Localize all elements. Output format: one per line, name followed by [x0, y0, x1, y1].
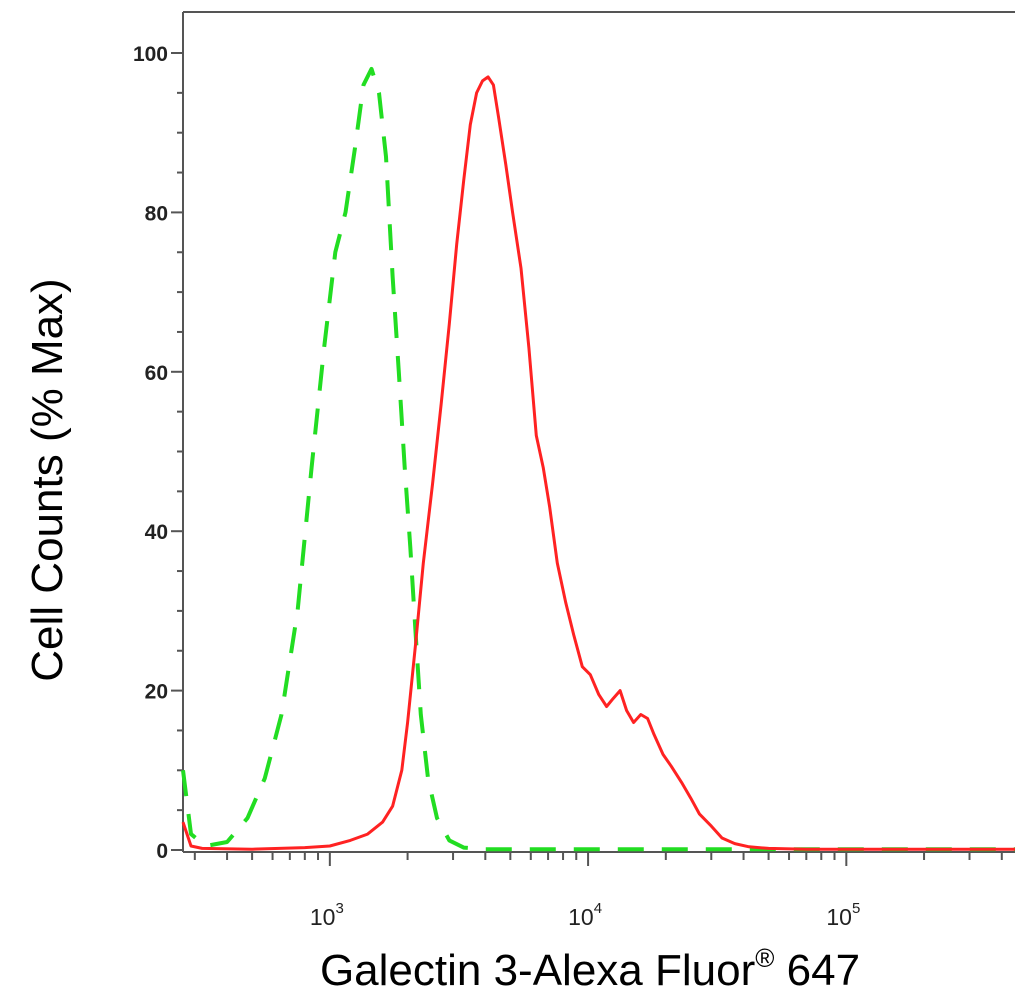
x-axis-title-superscript: ® — [755, 943, 774, 973]
y-tick-label: 20 — [145, 681, 168, 704]
x-tick-label-base: 10 — [826, 904, 852, 930]
y-tick-label: 80 — [145, 202, 168, 225]
series-line-1-dashed — [181, 66, 1015, 852]
x-tick-label-base: 10 — [310, 904, 336, 930]
axes — [171, 11, 1015, 866]
x-axis-title-suffix: 647 — [774, 946, 860, 995]
x-tick-label: 104 — [568, 900, 602, 930]
x-tick-label-base: 10 — [568, 904, 594, 930]
x-tick-label-exponent: 3 — [335, 900, 343, 917]
y-tick-label: 0 — [156, 840, 168, 863]
x-axis-title: Galectin 3-Alexa Fluor® 647 — [320, 943, 860, 995]
y-tick-label: 60 — [145, 362, 168, 385]
series-layer — [181, 66, 1015, 852]
x-axis-title-main: Galectin 3-Alexa Fluor — [320, 946, 755, 995]
series-line-2-solid — [181, 75, 1015, 851]
y-axis-title: Cell Counts (% Max) — [23, 278, 72, 681]
x-tick-label: 103 — [310, 900, 344, 930]
y-tick-label: 40 — [145, 521, 168, 544]
x-tick-label-exponent: 5 — [852, 900, 860, 917]
y-tick-label: 100 — [133, 43, 168, 66]
x-tick-label: 105 — [826, 900, 860, 930]
x-tick-label-exponent: 4 — [594, 900, 602, 917]
